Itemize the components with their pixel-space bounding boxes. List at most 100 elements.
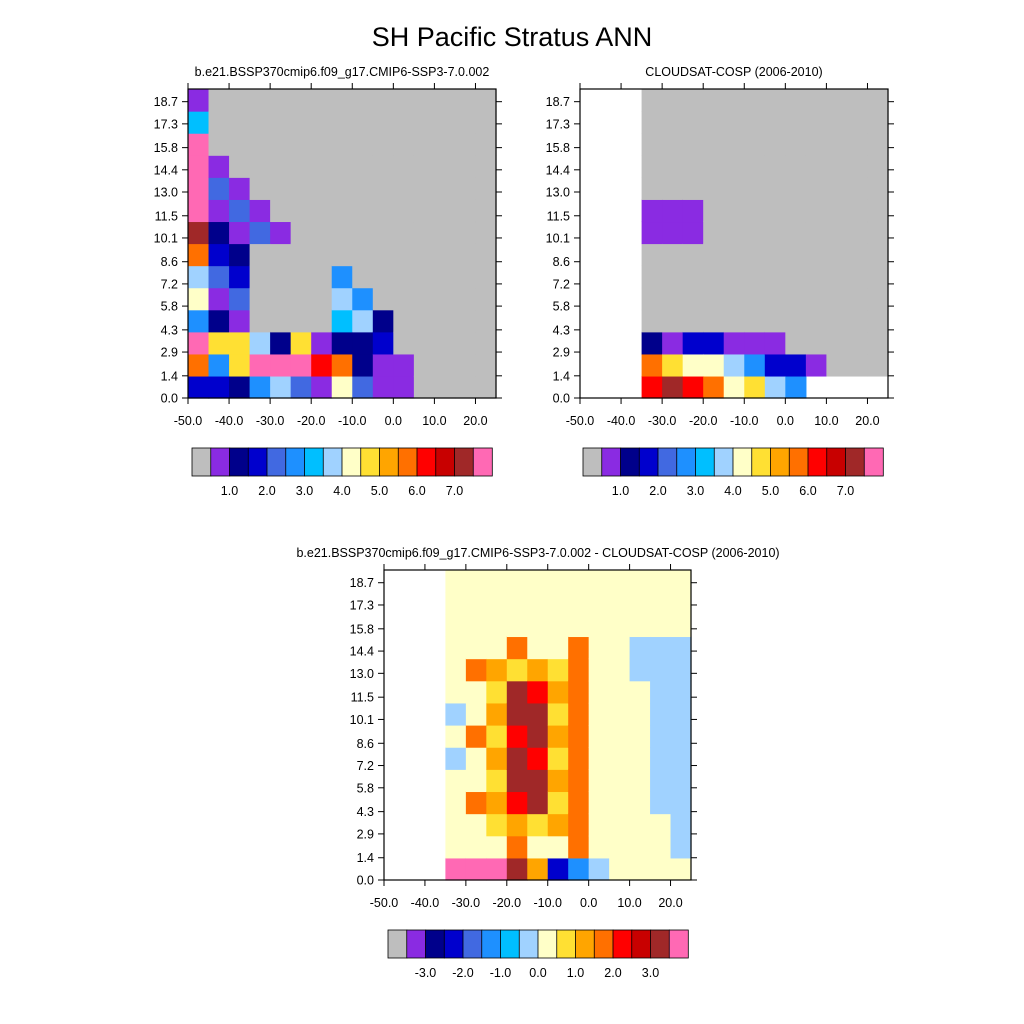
heatmap-cell xyxy=(413,199,435,223)
heatmap-cell xyxy=(670,658,692,682)
heatmap-cell xyxy=(805,111,827,134)
heatmap-cell xyxy=(568,614,590,638)
heatmap-cell xyxy=(352,375,374,399)
heatmap-cell xyxy=(670,570,692,593)
heatmap-cell xyxy=(331,287,353,311)
heatmap-cell xyxy=(454,353,477,377)
heatmap-cell xyxy=(629,769,651,793)
heatmap-cell xyxy=(465,835,487,859)
heatmap-cell xyxy=(547,702,569,726)
heatmap-cell xyxy=(506,658,528,682)
heatmap-cell xyxy=(641,375,663,399)
heatmap-cell xyxy=(475,199,497,223)
heatmap-cell xyxy=(670,680,692,704)
heatmap-cell xyxy=(670,725,692,748)
heatmap-cell xyxy=(568,702,590,726)
heatmap-cell xyxy=(434,199,456,223)
y-tick-label: 0.0 xyxy=(357,874,374,888)
heatmap-cell xyxy=(465,702,487,726)
heatmap-cell xyxy=(609,725,631,748)
heatmap-cell xyxy=(826,309,848,333)
heatmap-cell xyxy=(744,89,766,112)
y-tick-label: 1.4 xyxy=(553,369,570,383)
heatmap-cell xyxy=(311,177,333,200)
heatmap-cell xyxy=(588,791,610,815)
colorbar-swatch xyxy=(472,447,493,477)
heatmap-cell xyxy=(249,287,271,311)
heatmap-cell xyxy=(629,747,651,770)
heatmap-cell xyxy=(249,221,271,245)
heatmap-cell xyxy=(352,177,374,200)
heatmap-cell xyxy=(682,155,704,178)
x-tick-label: -30.0 xyxy=(452,896,481,910)
heatmap-cell xyxy=(486,769,508,793)
heatmap-cell xyxy=(650,614,672,638)
heatmap-cell xyxy=(290,375,312,399)
colorbar-label: 2.0 xyxy=(258,484,275,498)
heatmap-cell xyxy=(331,265,353,289)
heatmap-cell xyxy=(229,375,251,399)
heatmap-cell xyxy=(867,265,889,289)
heatmap-cell xyxy=(805,89,827,112)
heatmap-cell xyxy=(188,199,210,223)
heatmap-cell xyxy=(682,353,704,377)
heatmap-cell xyxy=(249,89,271,112)
y-tick-label: 13.0 xyxy=(546,186,570,200)
heatmap-cell xyxy=(465,769,487,793)
heatmap-cell xyxy=(682,199,704,223)
heatmap-cell xyxy=(352,155,374,178)
heatmap-cell xyxy=(547,614,569,638)
colorbar-swatch xyxy=(631,929,652,959)
x-tick-label: -50.0 xyxy=(566,414,595,428)
heatmap-cell xyxy=(445,614,467,638)
heatmap-cell xyxy=(785,331,807,355)
heatmap-cell xyxy=(393,309,415,333)
y-tick-label: 17.3 xyxy=(350,598,374,612)
heatmap-cell xyxy=(290,199,312,223)
heatmap-cell xyxy=(527,658,549,682)
heatmap-cell xyxy=(475,111,497,134)
heatmap-cell xyxy=(434,309,456,333)
x-tick-label: 0.0 xyxy=(385,414,402,428)
heatmap-cell xyxy=(650,636,672,660)
heatmap-cell xyxy=(372,243,394,267)
heatmap-cell xyxy=(270,353,292,377)
heatmap-cell xyxy=(703,177,725,200)
heatmap-cell xyxy=(744,375,766,399)
heatmap-cell xyxy=(744,331,766,355)
heatmap-cell xyxy=(393,177,415,200)
heatmap-cell xyxy=(506,747,528,770)
heatmap-cell xyxy=(662,309,684,333)
y-tick-label: 13.0 xyxy=(154,186,178,200)
diff-panel-title: b.e21.BSSP370cmip6.f09_g17.CMIP6-SSP3-7.… xyxy=(296,546,779,560)
heatmap-cell xyxy=(670,769,692,793)
heatmap-cell xyxy=(393,89,415,112)
heatmap-cell xyxy=(413,353,435,377)
heatmap-cell xyxy=(641,309,663,333)
colorbar-swatch xyxy=(863,447,884,477)
heatmap-cell xyxy=(682,221,704,245)
heatmap-cell xyxy=(527,813,549,837)
colorbar-swatch xyxy=(668,929,689,959)
colorbar-label: 4.0 xyxy=(724,484,741,498)
heatmap-cell xyxy=(826,89,848,112)
heatmap-cell xyxy=(486,725,508,748)
heatmap-cell xyxy=(568,791,590,815)
heatmap-cell xyxy=(270,243,292,267)
heatmap-cell xyxy=(588,702,610,726)
heatmap-cell xyxy=(270,221,292,245)
heatmap-cell xyxy=(393,221,415,245)
colorbar-label: 1.0 xyxy=(567,966,584,980)
heatmap-cell xyxy=(682,89,704,112)
heatmap-cell xyxy=(249,353,271,377)
heatmap-cell xyxy=(208,133,230,156)
heatmap-cell xyxy=(867,287,889,311)
heatmap-cell xyxy=(475,331,497,355)
colorbar-swatch xyxy=(695,447,715,477)
heatmap-cell xyxy=(547,769,569,793)
y-tick-label: 11.5 xyxy=(351,691,374,705)
heatmap-cell xyxy=(744,177,766,200)
x-tick-label: -20.0 xyxy=(689,414,718,428)
heatmap-cell xyxy=(413,243,435,267)
heatmap-cell xyxy=(486,680,508,704)
